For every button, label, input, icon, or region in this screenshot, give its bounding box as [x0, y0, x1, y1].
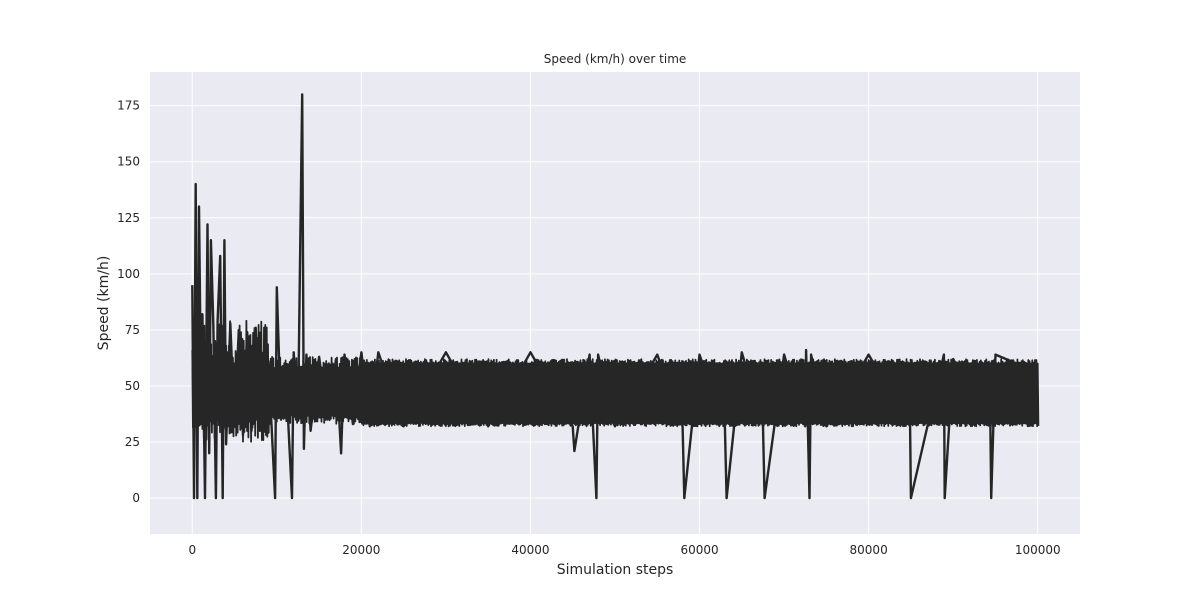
y-tick-label: 0 [132, 491, 140, 505]
y-tick-label: 75 [125, 323, 140, 337]
x-tick-label: 0 [188, 543, 196, 557]
y-tick-label: 100 [117, 267, 140, 281]
x-tick-label: 20000 [342, 543, 380, 557]
x-axis-label: Simulation steps [557, 562, 674, 578]
y-tick-label: 175 [117, 99, 140, 113]
y-axis-label: Speed (km/h) [96, 256, 112, 351]
series-group [191, 93, 1040, 500]
x-tick-label: 100000 [1015, 543, 1061, 557]
y-tick-label: 125 [117, 211, 140, 225]
x-tick-labels: 0 20000 40000 60000 80000 100000 [188, 543, 1060, 557]
y-tick-labels: 0 25 50 75 100 125 150 175 [117, 99, 140, 505]
y-tick-label: 50 [125, 379, 140, 393]
chart-title: Speed (km/h) over time [544, 52, 687, 66]
plot-background [150, 72, 1080, 534]
y-tick-label: 150 [117, 155, 140, 169]
series-line-band [191, 318, 1040, 443]
x-tick-label: 60000 [680, 543, 718, 557]
x-tick-label: 40000 [511, 543, 549, 557]
y-tick-label: 25 [125, 435, 140, 449]
series-line [191, 93, 1039, 500]
x-tick-label: 80000 [850, 543, 888, 557]
